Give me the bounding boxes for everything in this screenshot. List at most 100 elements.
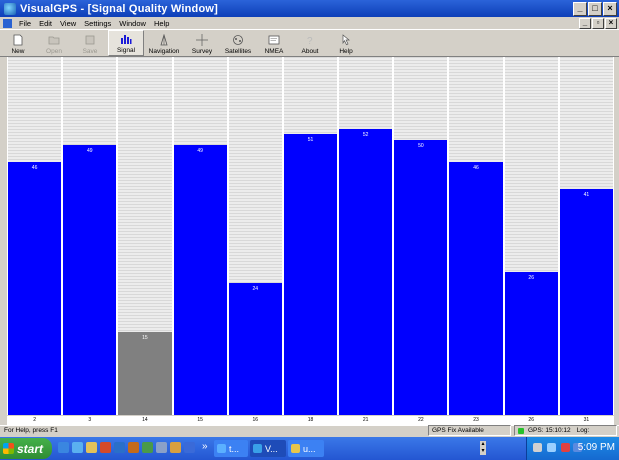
signal-value-label: 15 [142, 335, 148, 342]
prn-label: 23 [473, 417, 479, 423]
signal-button[interactable]: Signal [108, 30, 144, 56]
signal-value-label: 50 [418, 142, 424, 149]
signal-column: 41 [558, 57, 614, 415]
signal-value-label: 46 [31, 164, 38, 171]
save-disk-icon [85, 35, 95, 45]
maximize-button[interactable]: □ [588, 2, 602, 16]
tray-network-icon[interactable] [561, 443, 570, 452]
signal-column: 15 [117, 57, 173, 415]
quicklaunch-app6-icon[interactable] [184, 442, 195, 453]
document-icon[interactable] [3, 18, 12, 28]
taskbar-scroll-arrows[interactable]: ▴ ▾ [480, 441, 486, 455]
signal-value-label: 26 [528, 274, 534, 281]
signal-column: 50 [393, 57, 449, 415]
prn-label: 14 [142, 417, 148, 423]
ie-icon [217, 444, 226, 453]
new-document-icon [13, 34, 23, 46]
menu-edit[interactable]: Edit [39, 18, 53, 28]
menu-bar: File Edit View Settings Window Help _ ▫ … [0, 17, 619, 30]
tray-monitor-icon[interactable] [573, 443, 582, 452]
new-label: New [11, 48, 25, 55]
signal-bar: 46 [449, 161, 503, 415]
status-help-text: For Help, press F1 [4, 427, 58, 434]
save-button[interactable]: Save [72, 30, 108, 56]
prn-label: 3 [88, 417, 92, 423]
quicklaunch-desktop-icon[interactable] [72, 442, 83, 453]
child-close-button[interactable]: × [605, 18, 617, 29]
signal-column: 49 [172, 57, 228, 415]
signal-bar: 15 [118, 332, 172, 415]
navigation-label: Navigation [148, 48, 180, 55]
open-button[interactable]: Open [36, 30, 72, 56]
nmea-button[interactable]: NMEA [256, 30, 292, 56]
quicklaunch-folder-icon[interactable] [86, 442, 97, 453]
minimize-button[interactable]: _ [573, 2, 587, 16]
taskbar: start » t... V... u... ▴ ▾ 5:09 PM [0, 437, 619, 460]
task-label-1: t... [229, 443, 240, 454]
title-bar: VisualGPS - [Signal Quality Window] _ □ … [0, 0, 619, 17]
signal-label: Signal [116, 47, 136, 54]
help-button[interactable]: Help [328, 30, 364, 56]
signal-bar: 49 [63, 145, 117, 415]
save-label: Save [82, 48, 98, 55]
visualgps-icon [253, 444, 262, 453]
quicklaunch-ie-icon[interactable] [58, 442, 69, 453]
menu-window[interactable]: Window [119, 18, 146, 28]
prn-label: 2 [33, 417, 36, 423]
menu-file[interactable]: File [19, 18, 32, 28]
toolbar: New Open Save Signal Navigation Survey S… [0, 30, 619, 57]
quicklaunch-app1-icon[interactable] [100, 442, 111, 453]
quicklaunch-overflow-chevron[interactable]: » [202, 441, 208, 452]
prn-label: 15 [197, 417, 203, 423]
signal-value-label: 24 [252, 285, 259, 292]
new-button[interactable]: New [0, 30, 36, 56]
app-globe-icon [4, 2, 16, 15]
quicklaunch-app2-icon[interactable] [114, 442, 125, 453]
status-fix-text: GPS Fix Available [428, 425, 511, 436]
child-minimize-button[interactable]: _ [579, 18, 591, 29]
open-label: Open [46, 48, 62, 55]
quicklaunch-app4-icon[interactable] [142, 442, 153, 453]
satellites-label: Satellites [224, 48, 252, 55]
signal-bar: 52 [339, 128, 393, 415]
signal-bar: 24 [228, 282, 282, 415]
close-button[interactable]: × [603, 2, 617, 16]
signal-bar: 51 [283, 134, 338, 415]
tray-pen-icon[interactable] [547, 443, 556, 452]
signal-column: 51 [282, 57, 339, 415]
menu-settings[interactable]: Settings [84, 18, 112, 28]
status-bar: For Help, press F1 GPS Fix Available GPS… [0, 425, 619, 437]
task-button-2[interactable]: V... [250, 440, 286, 457]
prn-label: 26 [528, 417, 534, 423]
prn-label-row: 2 3 14 15 16 18 21 22 23 26 31 [7, 416, 614, 425]
about-question-icon: ? [307, 36, 313, 46]
navigation-button[interactable]: Navigation [144, 30, 184, 56]
about-button[interactable]: ? About [292, 30, 328, 56]
prn-label: 22 [418, 417, 424, 423]
tray-app-icon[interactable] [533, 443, 542, 452]
task-button-1[interactable]: t... [214, 440, 248, 457]
prn-label: 21 [362, 417, 369, 423]
status-gps-time: GPS: 15:10:12 [528, 426, 571, 434]
signal-column: 52 [338, 57, 394, 415]
survey-label: Survey [191, 48, 213, 55]
child-restore-button[interactable]: ▫ [592, 18, 604, 29]
signal-bar: 46 [8, 161, 62, 415]
start-button[interactable]: start [0, 438, 52, 459]
quicklaunch-mail-icon[interactable] [156, 442, 167, 453]
satellites-button[interactable]: Satellites [220, 30, 256, 56]
about-label: About [301, 48, 319, 55]
quicklaunch-app5-icon[interactable] [170, 442, 181, 453]
windows-flag-icon [3, 443, 14, 454]
navigation-icon [160, 34, 168, 46]
task-button-3[interactable]: u... [288, 440, 324, 457]
quicklaunch-app3-icon[interactable] [128, 442, 139, 453]
signal-value-label: 49 [86, 148, 93, 155]
menu-view[interactable]: View [60, 18, 77, 28]
signal-value-label: 51 [307, 137, 314, 144]
status-gps-panel: GPS: 15:10:12 Log: [514, 425, 617, 436]
help-pointer-icon [342, 34, 350, 46]
menu-help[interactable]: Help [153, 18, 170, 28]
survey-button[interactable]: Survey [184, 30, 220, 56]
prn-label: 18 [307, 417, 314, 423]
